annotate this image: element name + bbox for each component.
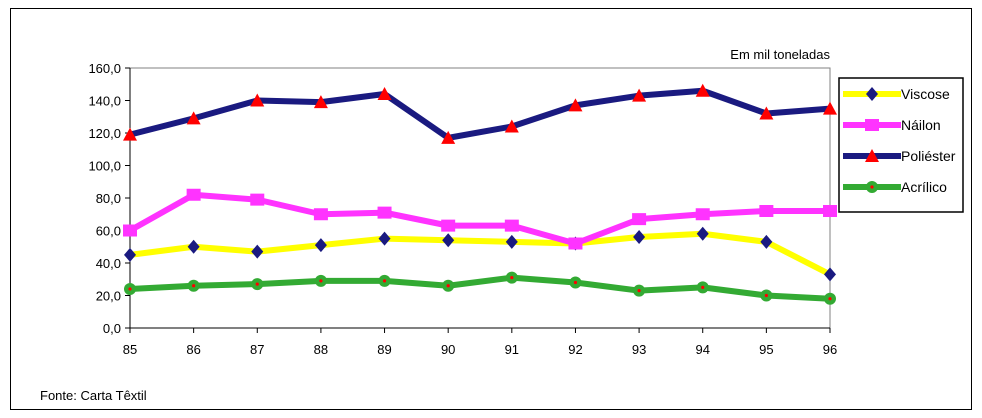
data-point bbox=[378, 231, 391, 246]
data-point bbox=[759, 106, 774, 120]
data-point bbox=[251, 278, 264, 291]
data-point bbox=[123, 224, 137, 237]
data-point bbox=[377, 87, 392, 100]
data-point bbox=[314, 238, 327, 253]
axes: 0,0 20,0 40,0 60,0 80,0 100,0 120,0 140,0 160,0 8… bbox=[88, 61, 837, 357]
data-point bbox=[442, 233, 455, 248]
x-tick-label: 87 bbox=[250, 342, 264, 357]
data-point bbox=[441, 219, 456, 232]
legend-marker bbox=[865, 149, 879, 162]
legend-label: Poliéster bbox=[901, 148, 956, 164]
data-point bbox=[633, 230, 646, 244]
data-point bbox=[504, 119, 519, 133]
legend-marker bbox=[866, 87, 878, 101]
data-point bbox=[824, 292, 836, 305]
y-tick-label: 0,0 bbox=[103, 321, 121, 336]
unit-note: Em mil toneladas bbox=[730, 47, 830, 62]
x-tick-label: 86 bbox=[186, 342, 200, 357]
data-point bbox=[632, 213, 647, 226]
legend-entry: Poliéster bbox=[843, 148, 956, 164]
y-tick-label: 100,0 bbox=[88, 159, 121, 174]
y-tick-label: 140,0 bbox=[88, 94, 121, 109]
data-point bbox=[505, 234, 518, 249]
legend-entry: Viscose bbox=[843, 86, 950, 102]
data-point bbox=[378, 274, 391, 287]
chart-frame bbox=[10, 8, 972, 410]
data-point bbox=[569, 276, 582, 289]
data-point bbox=[187, 279, 200, 292]
data-point bbox=[186, 188, 201, 201]
data-point bbox=[696, 281, 709, 294]
x-tick-label: 89 bbox=[377, 342, 391, 357]
y-tick-label: 120,0 bbox=[88, 126, 121, 141]
y-tick-label: 160,0 bbox=[88, 61, 121, 76]
legend-label: Viscose bbox=[901, 86, 950, 102]
legend: Viscose Náilon Poliéster Acrílico bbox=[838, 77, 964, 213]
data-point bbox=[759, 205, 774, 217]
x-tick-label: 85 bbox=[123, 342, 137, 357]
series-line bbox=[129, 87, 831, 141]
x-tick-label: 94 bbox=[695, 342, 709, 357]
x-tick-label: 88 bbox=[314, 342, 328, 357]
data-point bbox=[568, 237, 583, 250]
data-point bbox=[568, 98, 583, 112]
x-tick-label: 93 bbox=[632, 342, 646, 357]
data-point bbox=[313, 208, 328, 221]
data-point bbox=[124, 247, 136, 262]
data-point bbox=[824, 267, 836, 282]
source-note: Fonte: Carta Têxtil bbox=[40, 388, 147, 403]
data-point bbox=[760, 289, 773, 302]
data-point bbox=[377, 206, 392, 219]
series-1 bbox=[123, 188, 837, 250]
x-tick-label: 92 bbox=[568, 342, 582, 357]
series-line bbox=[129, 230, 832, 278]
series-layer bbox=[123, 83, 837, 305]
legend-label: Acrílico bbox=[901, 179, 947, 195]
data-point bbox=[314, 274, 327, 287]
data-point bbox=[187, 239, 200, 254]
series-line bbox=[129, 274, 831, 302]
y-tick-label: 40,0 bbox=[96, 256, 121, 271]
legend-marker bbox=[865, 119, 879, 131]
data-point bbox=[123, 127, 137, 141]
data-point bbox=[251, 244, 264, 259]
data-point bbox=[695, 208, 710, 221]
data-point bbox=[313, 95, 328, 109]
data-point bbox=[504, 219, 519, 232]
legend-entry: Acrílico bbox=[843, 179, 947, 195]
x-tick-label: 96 bbox=[823, 342, 837, 357]
x-tick-label: 90 bbox=[441, 342, 455, 357]
data-point bbox=[696, 226, 709, 241]
legend-entry: Náilon bbox=[843, 117, 941, 133]
data-point bbox=[823, 101, 837, 115]
data-point bbox=[632, 88, 647, 102]
legend-marker bbox=[866, 181, 878, 193]
series-0 bbox=[124, 226, 836, 282]
data-point bbox=[250, 193, 265, 206]
x-tick-label: 95 bbox=[759, 342, 773, 357]
series-2 bbox=[123, 83, 837, 144]
series-3 bbox=[124, 271, 836, 305]
data-point bbox=[124, 283, 136, 295]
legend-label: Náilon bbox=[901, 117, 941, 133]
y-tick-label: 20,0 bbox=[96, 289, 121, 304]
data-point bbox=[250, 93, 265, 107]
data-point bbox=[186, 111, 201, 125]
data-point bbox=[442, 279, 455, 292]
data-point bbox=[695, 83, 710, 97]
data-point bbox=[633, 284, 646, 297]
x-tick-label: 91 bbox=[505, 342, 519, 357]
data-point bbox=[505, 271, 518, 284]
series-line bbox=[128, 191, 830, 247]
y-tick-label: 80,0 bbox=[96, 191, 121, 206]
y-tick-label: 60,0 bbox=[96, 224, 121, 239]
data-point bbox=[441, 130, 456, 144]
data-point bbox=[823, 205, 837, 217]
data-point bbox=[760, 234, 773, 249]
